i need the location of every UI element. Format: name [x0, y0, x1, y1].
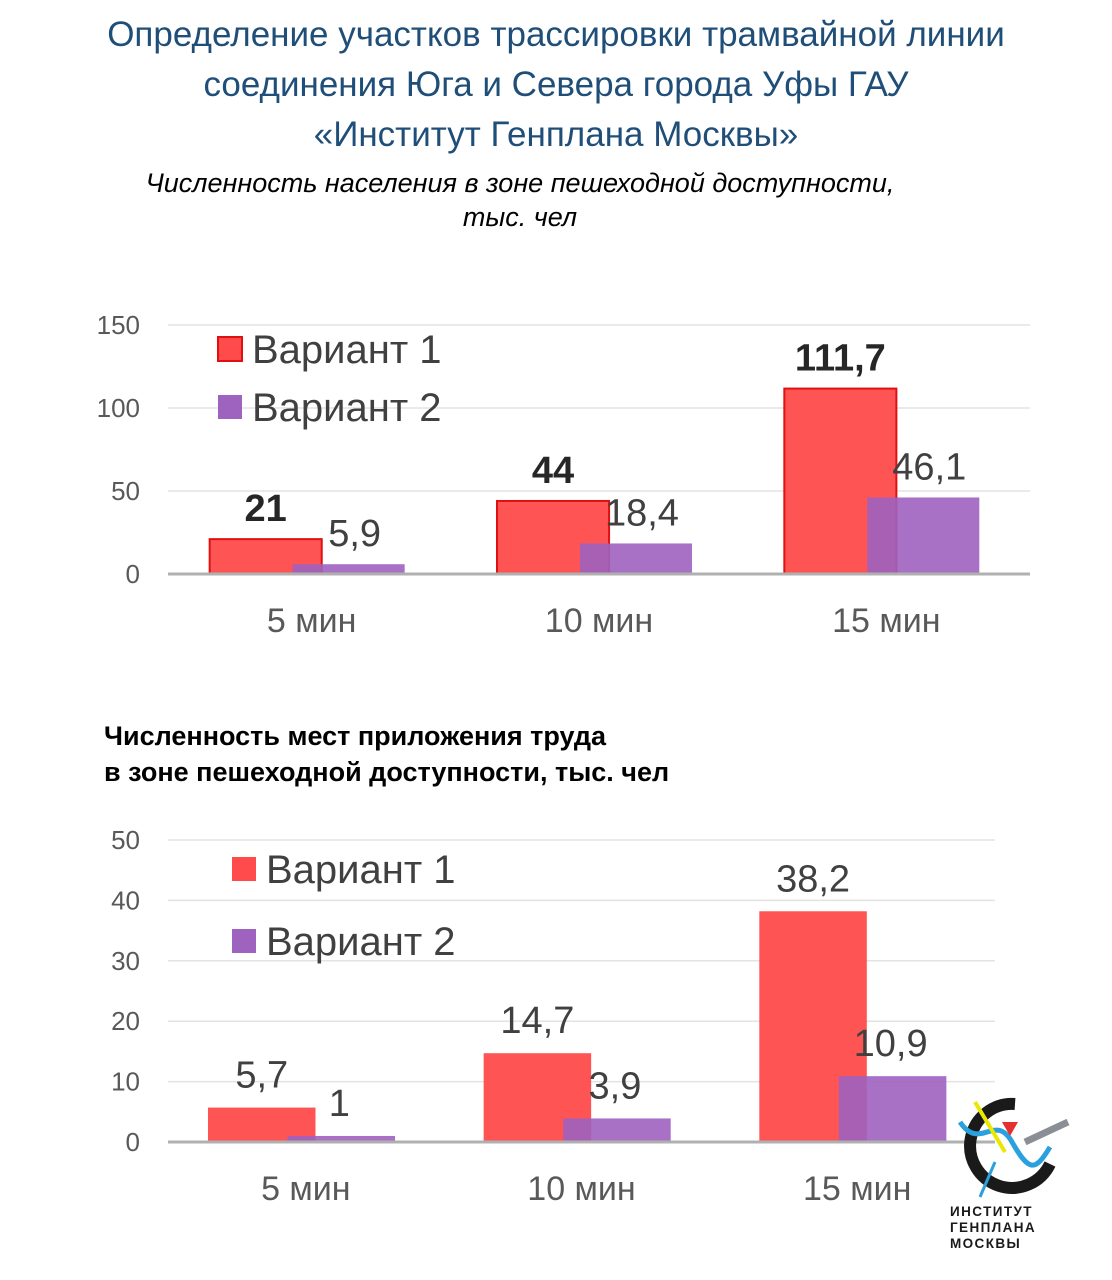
chart-1-title-line-2: тыс. чел: [462, 202, 578, 232]
page-title-line-3: «Институт Генплана Москвы»: [313, 115, 799, 154]
y-tick-label: 20: [111, 1006, 140, 1036]
legend-swatch-variant-1: [232, 857, 256, 881]
y-tick-label: 0: [126, 559, 140, 589]
legend-swatch-variant-2: [218, 395, 242, 419]
institute-logo-icon: [957, 1097, 1070, 1198]
bar-variant-2: [579, 543, 692, 574]
data-label-variant-1: 5,7: [235, 1055, 288, 1097]
page-title: Определение участков трассировки трамвай…: [0, 10, 1112, 160]
logo-bar-icon: [1023, 1118, 1070, 1146]
data-label-variant-1: 44: [532, 450, 574, 492]
legend-label-variant-1: Вариант 1: [266, 848, 456, 892]
x-category-label: 5 мин: [267, 602, 357, 640]
legend-label-variant-1: Вариант 1: [252, 328, 442, 372]
chart-2-title-line-1: Численность мест приложения труда: [104, 721, 607, 751]
y-tick-label: 50: [111, 476, 140, 506]
x-category-label: 10 мин: [527, 1170, 635, 1208]
logo-wave-icon: [957, 1120, 1053, 1168]
bar-variant-2: [867, 497, 980, 574]
y-tick-label: 0: [126, 1127, 140, 1157]
logo-text-line-3: МОСКВЫ: [950, 1236, 1022, 1251]
bar-variant-2: [287, 1135, 396, 1142]
data-label-variant-2: 1: [329, 1083, 350, 1125]
x-category-label: 15 мин: [803, 1170, 911, 1208]
page-title-line-1: Определение участков трассировки трамвай…: [107, 15, 1005, 54]
data-label-variant-2: 18,4: [605, 492, 679, 534]
bar-variant-2: [292, 564, 405, 574]
institute-logo: ИНСТИТУТ ГЕНПЛАНА МОСКВЫ: [950, 1092, 1080, 1272]
logo-accent-icon: [973, 1100, 1007, 1154]
data-label-variant-2: 10,9: [854, 1023, 928, 1065]
x-category-label: 15 мин: [832, 602, 940, 640]
page-title-line-2: соединения Юга и Севера города Уфы ГАУ: [203, 65, 909, 104]
population-chart: 0 50 100 150 21 5,9 5 мин 44 18,4 10 мин 111,7 46,1…: [97, 310, 1030, 640]
y-tick-label: 40: [111, 885, 140, 915]
y-tick-label: 50: [111, 825, 140, 855]
y-tick-label: 150: [97, 310, 140, 340]
x-category-label: 10 мин: [545, 602, 653, 640]
legend-swatch-variant-1: [217, 336, 243, 362]
logo-text-line-2: ГЕНПЛАНА: [950, 1220, 1037, 1235]
chart-2-title: Численность мест приложения труда в зоне…: [104, 718, 669, 790]
logo-text-line-1: ИНСТИТУТ: [950, 1204, 1033, 1219]
bar-variant-2: [838, 1076, 947, 1142]
legend-label-variant-2: Вариант 2: [266, 920, 456, 964]
bar-variant-2: [563, 1118, 671, 1142]
y-tick-label: 30: [111, 946, 140, 976]
legend-swatch-variant-2: [232, 929, 256, 953]
chart-1-title: Численность населения в зоне пешеходной …: [0, 166, 1040, 234]
chart-1-title-line-1: Численность населения в зоне пешеходной …: [145, 168, 895, 198]
y-tick-label: 100: [97, 393, 140, 423]
logo-text: ИНСТИТУТ ГЕНПЛАНА МОСКВЫ: [950, 1204, 1090, 1252]
logo-ring-icon: [964, 1097, 1056, 1194]
data-label-variant-1: 111,7: [795, 338, 886, 380]
logo-arrow-icon: [1002, 1122, 1018, 1136]
data-label-variant-2: 46,1: [892, 446, 966, 488]
legend-label-variant-2: Вариант 2: [252, 386, 442, 430]
data-label-variant-1: 14,7: [500, 1000, 574, 1042]
data-label-variant-1: 38,2: [776, 858, 850, 900]
chart-2-title-line-2: в зоне пешеходной доступности, тыс. чел: [104, 757, 670, 787]
x-category-label: 5 мин: [261, 1170, 351, 1208]
data-label-variant-2: 5,9: [328, 513, 381, 555]
y-tick-label: 10: [111, 1067, 140, 1097]
data-label-variant-2: 3,9: [589, 1065, 642, 1107]
logo-line-icon: [978, 1161, 997, 1198]
data-label-variant-1: 21: [245, 488, 287, 530]
